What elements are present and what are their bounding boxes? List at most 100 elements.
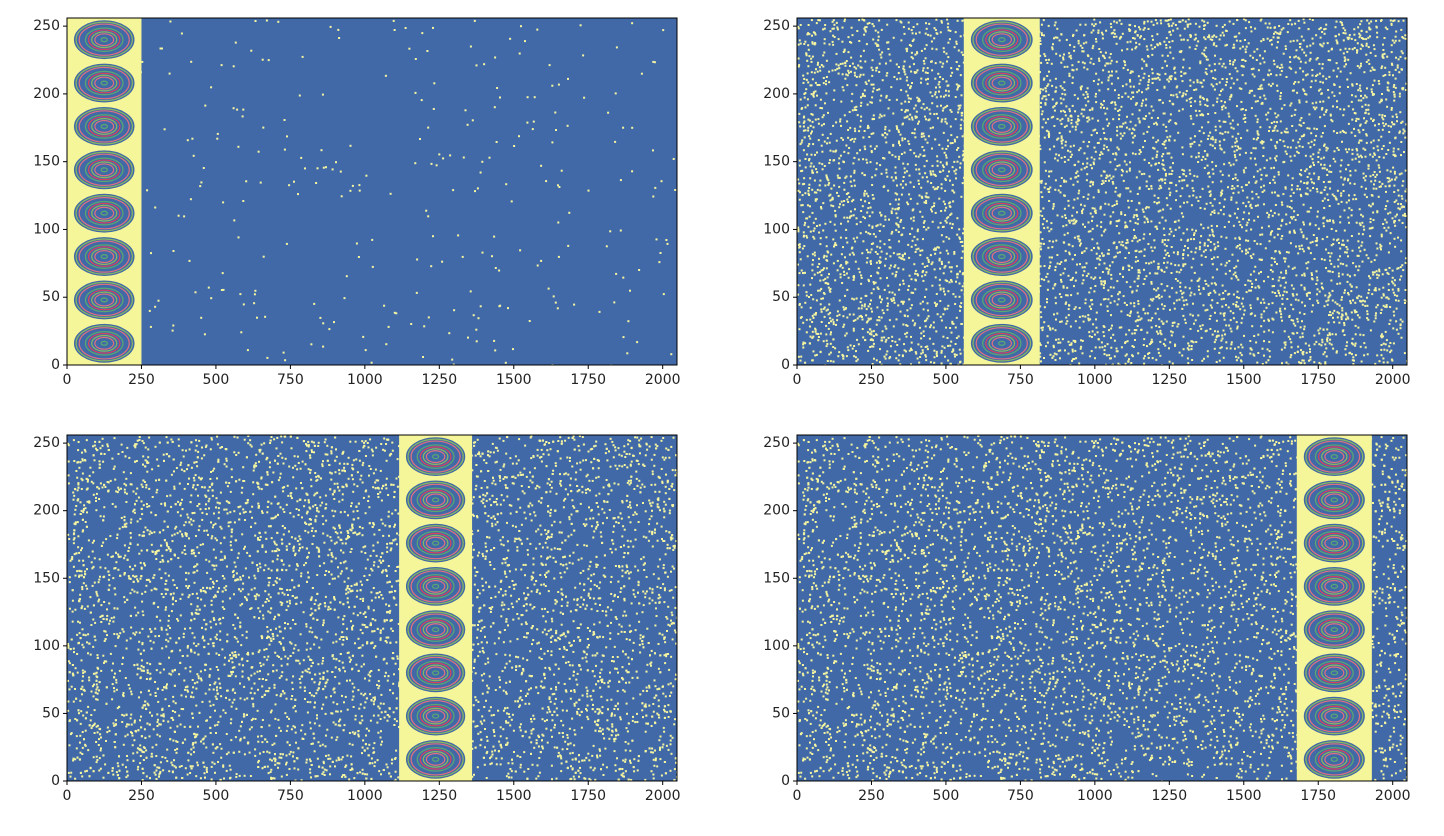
noise-dot (880, 94, 883, 97)
noise-dot (1390, 23, 1393, 26)
noise-dot (1270, 138, 1273, 141)
noise-dot (504, 361, 507, 364)
noise-dot (1277, 114, 1280, 117)
noise-dot (1114, 103, 1117, 106)
noise-dot (958, 106, 961, 109)
noise-dot (315, 182, 318, 184)
noise-dot (1393, 221, 1396, 224)
noise-dot (1213, 34, 1216, 37)
noise-dot (1165, 37, 1168, 40)
noise-dot (808, 296, 810, 298)
noise-dot (1092, 129, 1095, 132)
noise-dot (1397, 207, 1400, 210)
noise-dot (1327, 199, 1330, 201)
noise-dot (1091, 219, 1093, 222)
noise-dot (1091, 227, 1094, 230)
band-ring (94, 293, 115, 307)
noise-dot (1292, 139, 1295, 142)
noise-dot (836, 67, 839, 70)
noise-dot (896, 216, 899, 219)
noise-dot (1117, 220, 1120, 223)
noise-dot (817, 118, 820, 121)
noise-dot (1333, 94, 1336, 97)
noise-dot (1089, 185, 1092, 188)
noise-dot (1254, 181, 1257, 184)
noise-dot (888, 129, 891, 132)
noise-dot (1060, 110, 1062, 113)
noise-dot (1203, 167, 1206, 169)
noise-dot (872, 233, 875, 236)
noise-dot (1212, 138, 1215, 141)
band-ring (87, 72, 121, 94)
band-ring (75, 195, 133, 232)
noise-dot (806, 59, 809, 62)
noise-dot (1210, 306, 1213, 309)
noise-dot (532, 120, 535, 123)
noise-dot (1050, 170, 1053, 173)
noise-dot (1138, 187, 1141, 190)
noise-dot (1076, 197, 1079, 200)
noise-dot (870, 248, 873, 251)
noise-dot (962, 232, 964, 235)
noise-dot (1130, 70, 1133, 73)
noise-dot (897, 131, 900, 133)
noise-dot (1282, 140, 1285, 143)
noise-dot (855, 217, 858, 220)
noise-dot (1367, 257, 1370, 260)
noise-dot (1315, 58, 1318, 61)
noise-dot (1074, 340, 1077, 342)
noise-dot (1083, 270, 1086, 273)
noise-dot (838, 167, 841, 170)
noise-dot (1192, 257, 1195, 260)
noise-dot (1170, 94, 1173, 97)
noise-dot (892, 179, 895, 182)
noise-dot (1305, 262, 1308, 265)
noise-dot (927, 261, 930, 263)
noise-dot (1393, 19, 1396, 22)
noise-dot (1162, 307, 1165, 310)
noise-dot (944, 106, 947, 109)
noise-dot (946, 280, 949, 283)
noise-dot (1073, 164, 1076, 167)
noise-dot (1351, 48, 1354, 51)
noise-dot (944, 219, 947, 222)
noise-dot (1046, 85, 1049, 87)
noise-dot (1215, 319, 1218, 322)
noise-dot (1071, 104, 1074, 107)
noise-dot (1233, 267, 1236, 269)
noise-dot (956, 233, 959, 236)
noise-dot (865, 230, 868, 233)
noise-dot (1224, 131, 1227, 134)
noise-dot (1366, 317, 1369, 320)
noise-dot (942, 131, 945, 134)
noise-dot (1390, 107, 1393, 109)
noise-dot (1075, 271, 1078, 274)
noise-dot (802, 211, 805, 214)
noise-dot (1354, 95, 1357, 98)
subplot: 0 250 500 750 1000 1250 1500 1750 20000501001502… (763, 17, 1411, 388)
noise-dot (1252, 253, 1255, 256)
noise-dot (1380, 233, 1383, 236)
noise-dot (328, 328, 331, 331)
noise-dot (1154, 19, 1157, 22)
noise-dot (1048, 70, 1050, 73)
noise-dot (351, 184, 354, 187)
noise-dot (237, 236, 240, 239)
noise-dot (1082, 162, 1084, 165)
noise-dot (832, 150, 835, 153)
noise-dot (1136, 240, 1139, 243)
noise-dot (1088, 331, 1091, 334)
noise-dot (286, 135, 288, 138)
noise-dot (1221, 31, 1224, 34)
noise-dot (1141, 102, 1144, 105)
noise-dot (1296, 39, 1299, 42)
noise-dot (811, 359, 814, 362)
noise-dot (1191, 314, 1194, 317)
noise-dot (945, 326, 947, 329)
noise-dot (1063, 125, 1066, 128)
noise-dot (1322, 225, 1325, 228)
noise-dot (1378, 166, 1381, 169)
noise-dot (414, 162, 417, 165)
noise-dot (1302, 203, 1305, 206)
